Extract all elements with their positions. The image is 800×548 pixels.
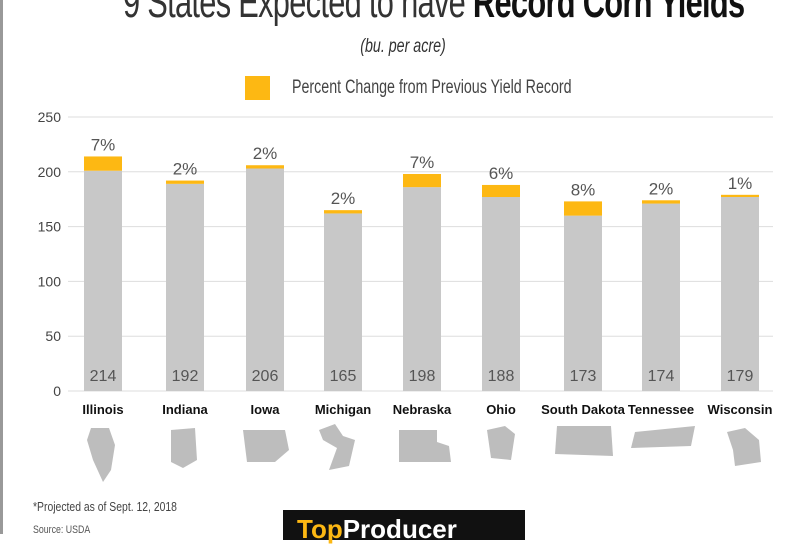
total-label: 165 [330, 368, 357, 385]
source: Source: USDA [33, 524, 91, 536]
bar-percent-change [564, 201, 602, 216]
percent-label: 6% [489, 164, 514, 183]
y-tick-label: 100 [38, 273, 62, 289]
total-label: 214 [90, 368, 117, 385]
x-tick-label: Tennessee [628, 402, 694, 417]
y-tick-label: 150 [38, 219, 62, 235]
state-shape-icon [87, 428, 115, 482]
bar-previous-record [166, 183, 204, 391]
chart-title: 9 States Expected to have Record Corn Yi… [123, 0, 745, 27]
bar-previous-record [324, 213, 362, 391]
legend-label: Percent Change from Previous Yield Recor… [292, 77, 572, 98]
state-shape-icon [319, 424, 355, 470]
bar-previous-record [642, 203, 680, 391]
legend-swatch [245, 76, 270, 100]
percent-label: 1% [728, 174, 753, 193]
bar-previous-record [403, 187, 441, 391]
legend: Percent Change from Previous Yield Recor… [245, 76, 665, 100]
bar-percent-change [166, 180, 204, 184]
chart-subtitle: (bu. per acre) [360, 36, 446, 57]
state-shape-icon [727, 428, 761, 466]
y-tick-label: 200 [38, 164, 62, 180]
bar-percent-change [246, 165, 284, 169]
total-label: 192 [172, 368, 199, 385]
bar-percent-change [482, 184, 520, 198]
bar-previous-record [564, 215, 602, 391]
total-label: 179 [727, 368, 754, 385]
x-tick-label: South Dakota [541, 402, 626, 417]
total-label: 174 [648, 368, 675, 385]
y-tick-label: 0 [53, 383, 61, 399]
x-tick-label: Wisconsin [708, 402, 773, 417]
state-shape-icon [555, 426, 613, 456]
bar-percent-change [84, 156, 122, 171]
state-shape-icon [487, 426, 515, 460]
x-tick-label: Iowa [251, 402, 281, 417]
percent-label: 7% [410, 153, 435, 172]
x-tick-label: Ohio [486, 402, 516, 417]
total-label: 206 [252, 368, 279, 385]
x-tick-label: Illinois [82, 402, 123, 417]
percent-label: 2% [173, 160, 198, 179]
bar-percent-change [642, 200, 680, 204]
x-tick-label: Nebraska [393, 402, 452, 417]
total-label: 188 [488, 368, 515, 385]
bar-previous-record [482, 197, 520, 391]
state-shape-icon [243, 430, 289, 462]
bar-previous-record [246, 168, 284, 391]
state-shape-icon [171, 428, 197, 468]
percent-label: 2% [253, 144, 278, 163]
total-label: 198 [409, 368, 436, 385]
bar-percent-change [403, 173, 441, 188]
percent-label: 8% [571, 180, 596, 199]
percent-label: 7% [91, 135, 116, 154]
total-label: 173 [570, 368, 597, 385]
bar-previous-record [721, 197, 759, 391]
state-shape-icon [631, 426, 695, 448]
y-tick-label: 50 [45, 328, 61, 344]
percent-label: 2% [649, 179, 674, 198]
x-tick-label: Michigan [315, 402, 371, 417]
bar-chart: 0 50 100 150 200 250 7% 214 Illinois 2% 192 Indiana… [38, 109, 773, 482]
x-tick-label: Indiana [162, 402, 208, 417]
state-shape-icon [399, 430, 451, 462]
percent-label: 2% [331, 189, 356, 208]
bar-previous-record [84, 170, 122, 391]
footnote: *Projected as of Sept. 12, 2018 [33, 499, 177, 514]
y-tick-label: 250 [38, 109, 62, 125]
top-producer-logo: TopProducer [283, 510, 525, 544]
bar-percent-change [721, 194, 759, 198]
bar-percent-change [324, 210, 362, 214]
